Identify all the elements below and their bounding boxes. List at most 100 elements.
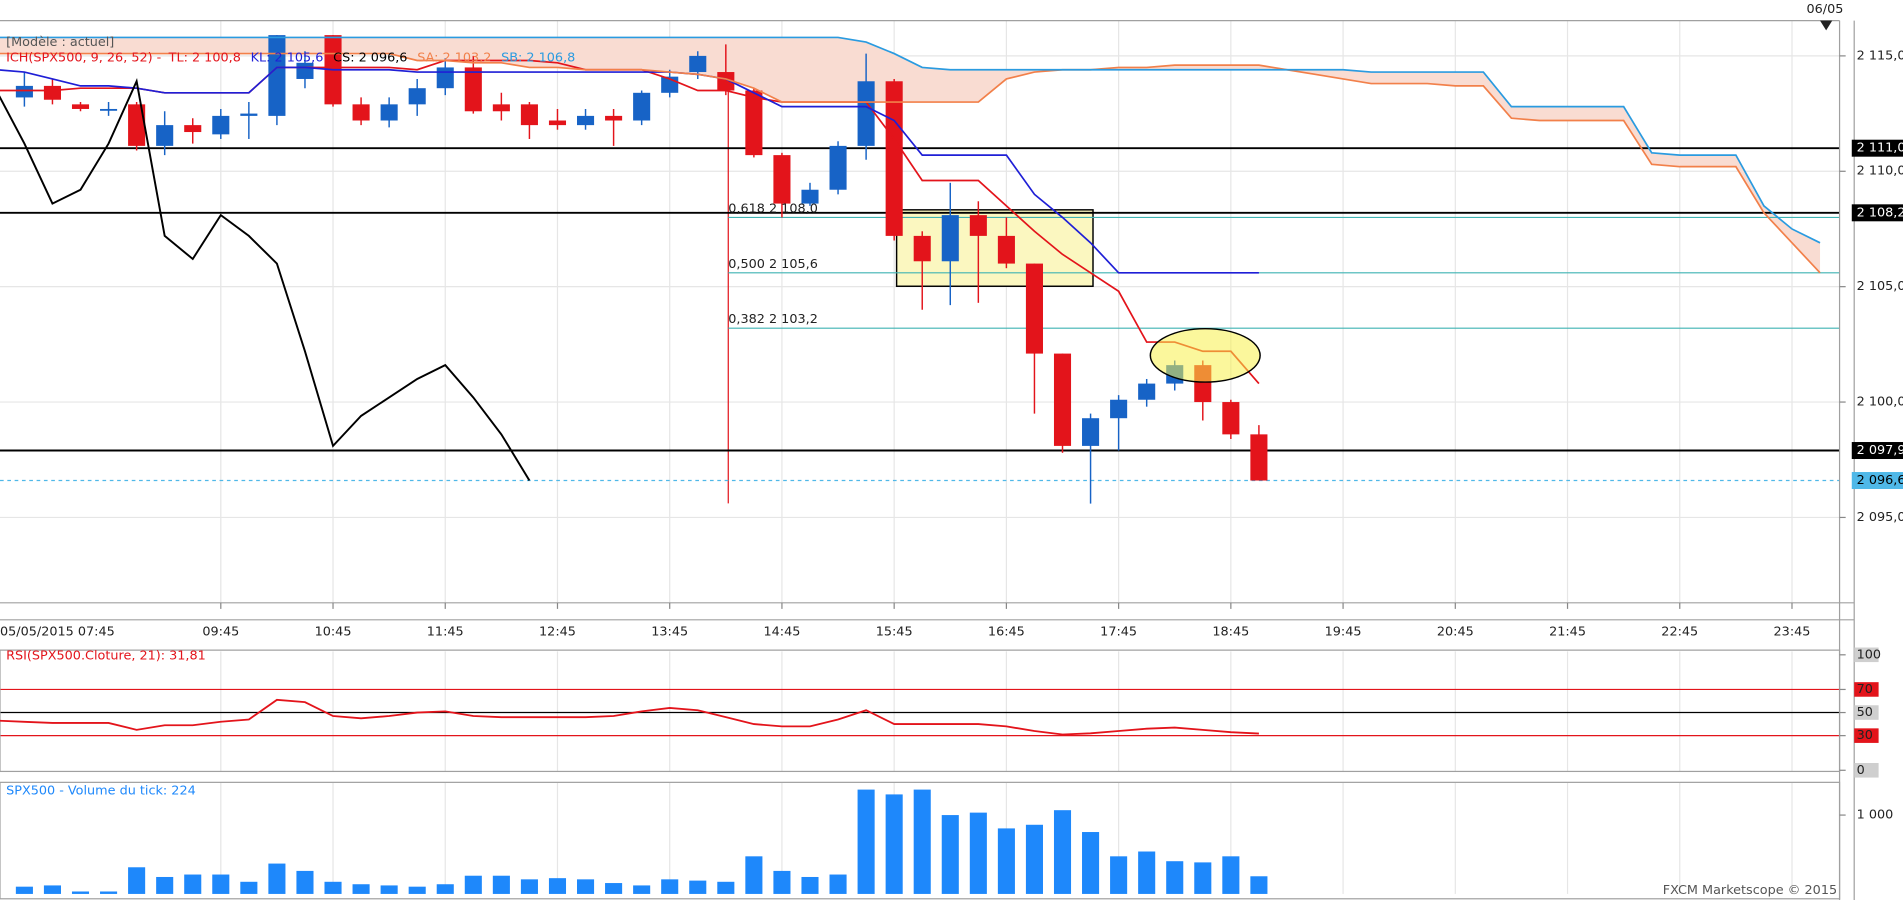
- indicator-label: ICH(SPX500, 9, 26, 52) -: [6, 51, 161, 66]
- volume-bar: [969, 812, 987, 894]
- x-tick-label: 18:45: [1212, 624, 1249, 639]
- y-tick-label: 2 105,0: [1857, 279, 1903, 294]
- ichimoku-line: [0, 78, 531, 482]
- volume-bar: [100, 891, 118, 894]
- candle-body: [745, 90, 763, 156]
- volume-bar: [128, 867, 146, 894]
- candle-body: [576, 115, 595, 126]
- volume-bar: [1053, 810, 1072, 894]
- legend-entry: CS: 2 096,6: [333, 51, 407, 66]
- candle-body: [268, 35, 286, 116]
- volume-bar: [605, 883, 623, 894]
- y-tick-box: [1854, 728, 1879, 743]
- y-tick-label: 2 115,0: [1857, 48, 1903, 63]
- volume-bar: [745, 856, 763, 894]
- credit: FXCM Marketscope © 2015: [1663, 883, 1837, 898]
- candle-body: [548, 120, 567, 126]
- volume-bar: [941, 815, 959, 894]
- volume-bar: [1250, 876, 1268, 894]
- x-tick-label: 10:45: [315, 624, 352, 639]
- candle-body: [1250, 434, 1268, 481]
- candle-body: [1053, 353, 1072, 446]
- x-tick-label: 17:45: [1100, 624, 1137, 639]
- candle-body: [941, 215, 959, 262]
- candle-body: [1082, 418, 1100, 446]
- level-label-box: [1851, 442, 1903, 460]
- volume-bar: [773, 870, 791, 894]
- volume-bar: [324, 881, 342, 894]
- volume-bar: [633, 885, 651, 894]
- candle-body: [997, 235, 1015, 264]
- candle-body: [801, 189, 819, 204]
- volume-bar: [520, 879, 538, 894]
- ichimoku-cloud: [0, 37, 1821, 273]
- candle-body: [436, 67, 454, 89]
- volume-bar: [913, 789, 931, 894]
- rsi-frame: [0, 649, 1841, 773]
- volume-bar: [184, 874, 202, 894]
- candle-body: [773, 155, 791, 204]
- volume-bar: [857, 789, 875, 894]
- y-tick-label: 0: [1857, 763, 1865, 778]
- x-tick-label: 12:45: [539, 624, 576, 639]
- fib-label: 0,382 2 103,2: [728, 312, 818, 327]
- volume-bar: [492, 875, 510, 894]
- candle-body: [352, 104, 370, 121]
- candle-body: [184, 125, 202, 133]
- y-tick-label: 1 000: [1857, 808, 1894, 823]
- candle-body: [15, 85, 33, 98]
- candle-body: [408, 88, 426, 105]
- level-label-box: [1851, 472, 1903, 490]
- candle-body: [913, 235, 931, 262]
- volume-bar: [997, 828, 1015, 894]
- volume-bar: [717, 881, 735, 894]
- volume-bar: [464, 875, 482, 894]
- level-label: 2 097,9: [1857, 443, 1903, 458]
- volume-bar: [43, 885, 61, 894]
- x-tick-label: 14:45: [763, 624, 800, 639]
- candle-body: [128, 104, 146, 146]
- candle-body: [1110, 399, 1128, 419]
- level-label-box: [1851, 204, 1903, 222]
- volume-bar: [296, 870, 314, 894]
- ichimoku-line: [0, 52, 1821, 274]
- volume-bar: [661, 879, 679, 894]
- volume-bar: [15, 886, 33, 894]
- volume-bar: [885, 794, 903, 894]
- candle-body: [633, 92, 651, 121]
- candle-body: [1222, 402, 1240, 435]
- x-tick-label: 05/05/2015 07:45: [0, 624, 115, 639]
- legend-entry: SB: 2 106,8: [501, 51, 575, 66]
- candle-body: [829, 145, 847, 190]
- volume-bar: [352, 884, 370, 894]
- candle-body: [885, 81, 903, 236]
- volume-bar: [240, 881, 258, 894]
- candle-body: [717, 72, 735, 91]
- volume-bar: [1110, 856, 1128, 894]
- panel-title: SPX500 - Volume du tick: 224: [6, 783, 196, 798]
- ichimoku-line: [0, 66, 1259, 274]
- legend-entry: SA: 2 103,2: [417, 51, 491, 66]
- x-tick-label: 13:45: [651, 624, 688, 639]
- date-marker: [1820, 20, 1833, 31]
- x-tick-label: 20:45: [1437, 624, 1474, 639]
- candle-body: [1025, 263, 1043, 354]
- candle-body: [857, 81, 875, 146]
- panel-title: RSI(SPX500.Cloture, 21): 31,81: [6, 649, 206, 664]
- volume-bar: [1138, 851, 1156, 894]
- highlight-ellipse: [1149, 327, 1261, 383]
- top-date-label: 06/05: [1806, 2, 1843, 17]
- y-tick-label: 100: [1857, 647, 1881, 662]
- volume-bar: [268, 863, 286, 894]
- rsi-line: [0, 698, 1259, 736]
- volume-bar: [801, 876, 819, 894]
- volume-bar: [1194, 862, 1212, 894]
- x-tick-label: 21:45: [1549, 624, 1586, 639]
- candle-body: [71, 104, 90, 109]
- y-tick-label: 2 100,0: [1857, 395, 1903, 410]
- volume-bar: [829, 874, 847, 894]
- price-layer: [0, 35, 1840, 504]
- candle-body: [464, 67, 482, 112]
